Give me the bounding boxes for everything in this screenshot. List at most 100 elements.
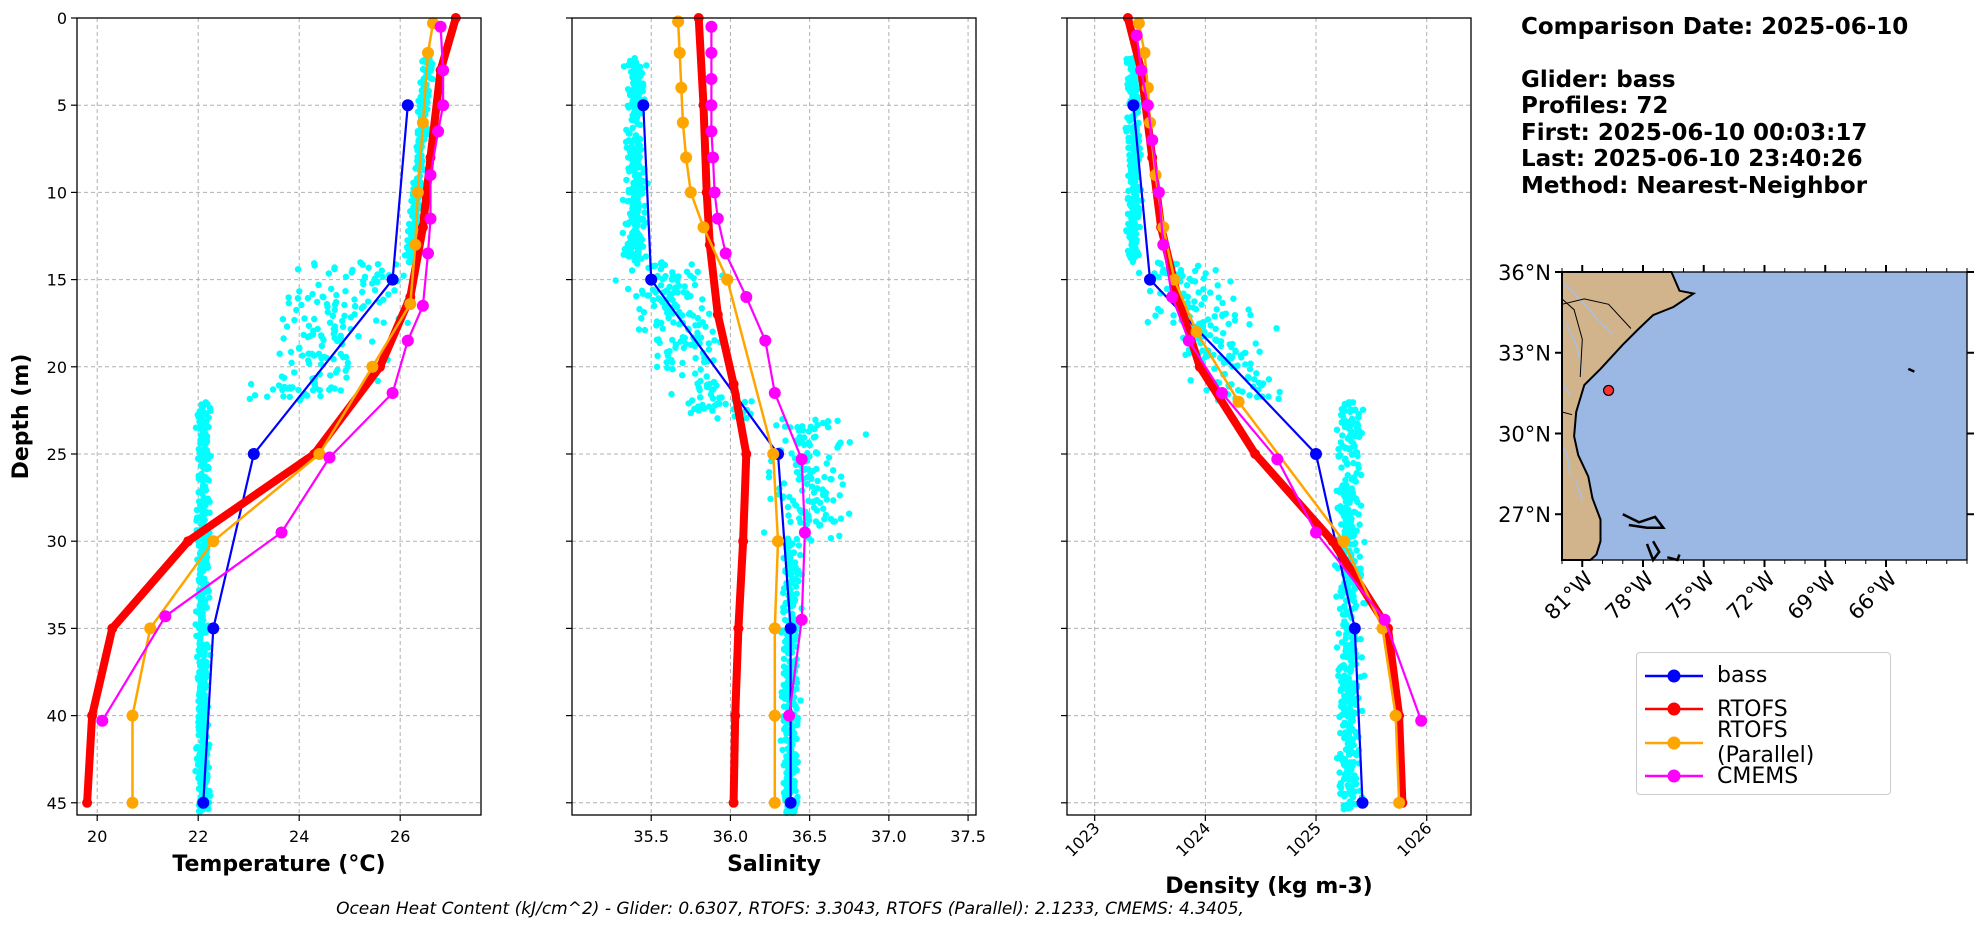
map-state-border <box>1561 298 1632 329</box>
series-point-rtofs <box>728 797 739 808</box>
scatter-point <box>663 287 670 294</box>
scatter-point <box>351 311 358 318</box>
scatter-point <box>374 261 382 268</box>
scatter-point <box>640 309 648 316</box>
series-point-cmems <box>424 212 437 225</box>
scatter-point <box>791 598 798 605</box>
scatter-point <box>791 559 799 566</box>
scatter-point <box>651 262 659 269</box>
scatter-point <box>635 248 642 255</box>
scatter-point <box>667 295 675 303</box>
scatter-point <box>830 497 837 504</box>
scatter-point <box>1349 712 1357 720</box>
scatter-point <box>198 751 205 758</box>
scatter-point <box>1347 790 1354 798</box>
scatter-point <box>197 769 205 777</box>
scatter-point <box>310 327 317 334</box>
scatter-point <box>1231 317 1239 324</box>
series-point-cmems <box>719 247 732 260</box>
scatter-point <box>748 398 755 405</box>
scatter-point <box>782 758 789 766</box>
series-point-cmems <box>1152 186 1165 199</box>
scatter-point <box>782 607 789 615</box>
series-point-rtofs-parallel <box>1232 395 1245 408</box>
series-point-rtofs-parallel <box>697 221 710 234</box>
scatter-point <box>665 314 672 322</box>
series-point-bass <box>197 796 210 809</box>
scatter-point <box>206 404 214 412</box>
scatter-point <box>741 398 749 406</box>
scatter-point <box>1235 387 1242 394</box>
scatter-point <box>795 542 803 549</box>
scatter-point <box>718 394 725 401</box>
scatter-point <box>1334 564 1341 572</box>
scatter-point <box>668 356 675 364</box>
scatter-point <box>808 537 815 544</box>
scatter-point <box>669 366 676 373</box>
scatter-point <box>1275 395 1282 402</box>
scatter-point <box>328 285 335 293</box>
scatter-point <box>1207 289 1214 296</box>
scatter-point <box>640 223 647 230</box>
scatter-point <box>814 421 821 429</box>
scatter-point <box>1350 532 1357 539</box>
profiles-count: Profiles: 72 <box>1521 93 1669 119</box>
scatter-point <box>405 220 413 228</box>
scatter-point <box>342 288 349 295</box>
scatter-point <box>792 583 800 590</box>
salinity-profile-panel: 35.5 36.0 36.5 37.0 37.5 Salinity <box>566 13 986 877</box>
scatter-point <box>709 395 717 402</box>
scatter-point <box>294 266 302 273</box>
scatter-point <box>301 315 308 322</box>
series-line-cmems <box>101 25 445 722</box>
series-point-cmems <box>1415 714 1428 727</box>
scatter-point <box>1340 806 1348 813</box>
scatter-point <box>201 652 208 659</box>
scatter-point <box>1170 319 1177 326</box>
scatter-point <box>1200 275 1208 282</box>
scatter-point <box>1337 439 1345 446</box>
scatter-point <box>794 721 801 729</box>
scatter-point <box>1202 270 1209 277</box>
series-point-rtofs-parallel <box>1157 221 1170 234</box>
scatter-point <box>1177 270 1184 277</box>
first-time: First: 2025-06-10 00:03:17 <box>1521 119 1868 146</box>
scatter-point <box>192 424 200 431</box>
x-tick-label: 20 <box>87 827 107 846</box>
scatter-point <box>330 356 337 363</box>
legend-label: RTOFS <box>1717 696 1788 722</box>
legend-swatch-graphic <box>1645 702 1703 716</box>
series-point-rtofs-parallel <box>411 186 424 199</box>
scatter-point <box>827 515 835 523</box>
scatter-point <box>1244 373 1252 381</box>
scatter-point <box>358 304 365 312</box>
map-river <box>1575 481 1584 502</box>
series-point-cmems <box>401 334 414 347</box>
scatter-point <box>246 395 253 403</box>
x-tick-label: 37.0 <box>871 827 907 846</box>
scatter-point <box>636 305 643 313</box>
map-lat-label: 30°N <box>1498 422 1551 446</box>
scatter-point <box>306 360 313 367</box>
scatter-point <box>1206 332 1214 339</box>
scatter-point <box>1219 299 1226 307</box>
scatter-point <box>679 359 686 367</box>
scatter-point <box>1344 421 1352 429</box>
scatter-point <box>780 589 787 597</box>
y-tick-label: 10 <box>47 183 67 202</box>
scatter-point <box>324 308 331 316</box>
scatter-point <box>1130 186 1137 194</box>
series-point-rtofs <box>712 309 723 320</box>
scatter-point <box>1353 547 1360 554</box>
scatter-point <box>1335 672 1342 679</box>
scatter-point <box>1130 134 1137 141</box>
y-tick-label: 15 <box>47 271 67 290</box>
series-point-rtofs-parallel <box>207 535 220 548</box>
scatter-point <box>309 290 316 298</box>
scatter-point <box>782 437 789 444</box>
scatter-point <box>1350 741 1358 749</box>
scatter-point <box>318 333 325 340</box>
scatter-point <box>1333 644 1341 651</box>
scatter-point <box>697 366 704 373</box>
scatter-point <box>342 273 350 280</box>
